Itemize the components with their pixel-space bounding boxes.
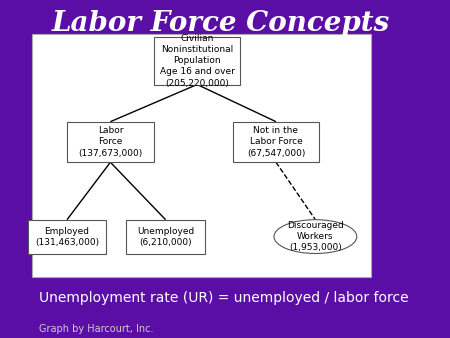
FancyBboxPatch shape <box>233 122 320 162</box>
Ellipse shape <box>274 220 357 254</box>
Text: Labor Force Concepts: Labor Force Concepts <box>51 10 390 37</box>
Text: Graph by Harcourt, Inc.: Graph by Harcourt, Inc. <box>40 324 154 335</box>
FancyBboxPatch shape <box>67 122 154 162</box>
Text: Unemployment rate (UR) = unemployed / labor force: Unemployment rate (UR) = unemployed / la… <box>40 291 409 305</box>
Text: Labor
Force
(137,673,000): Labor Force (137,673,000) <box>78 126 143 158</box>
FancyBboxPatch shape <box>154 37 240 84</box>
Text: Not in the
Labor Force
(67,547,000): Not in the Labor Force (67,547,000) <box>247 126 305 158</box>
FancyBboxPatch shape <box>32 34 371 277</box>
Text: Civilian
Noninstitutional
Population
Age 16 and over
(205,220,000): Civilian Noninstitutional Population Age… <box>160 34 234 88</box>
Text: Discouraged
Workers
(1,953,000): Discouraged Workers (1,953,000) <box>287 221 344 252</box>
Text: Employed
(131,463,000): Employed (131,463,000) <box>35 226 99 247</box>
FancyBboxPatch shape <box>126 220 205 254</box>
FancyBboxPatch shape <box>27 220 107 254</box>
Text: Unemployed
(6,210,000): Unemployed (6,210,000) <box>137 226 194 247</box>
